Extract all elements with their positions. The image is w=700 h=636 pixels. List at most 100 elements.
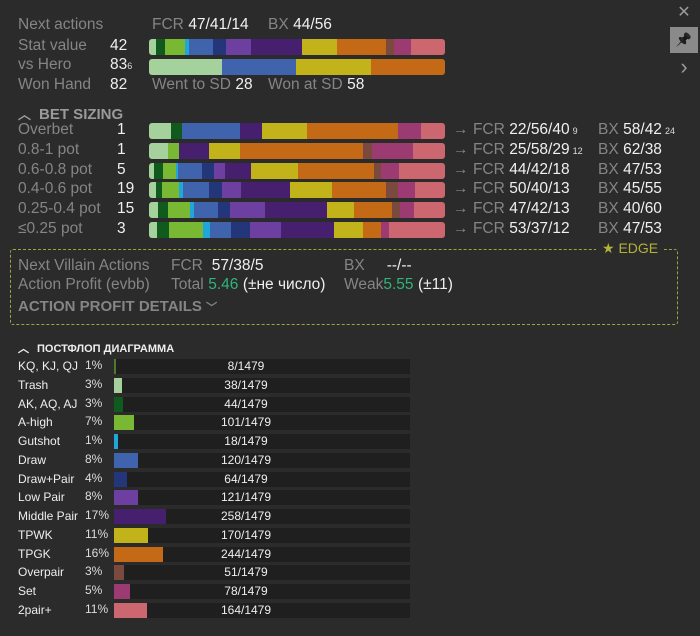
stat-value-bar	[149, 39, 445, 55]
hand-percent: 11%	[85, 526, 109, 541]
bar-segment-lowpair	[230, 202, 265, 219]
bx-sub: 24	[664, 126, 675, 136]
hand-category: Draw+Pair	[18, 471, 75, 486]
bar-segment-lowpair	[225, 39, 251, 55]
bar-segment-overpair	[386, 39, 395, 55]
sizing-count: 19	[117, 180, 135, 198]
bar-segment-twopair	[413, 202, 445, 219]
next-actions-bx: BX 44/56	[268, 16, 332, 34]
pin-icon: 📌	[675, 32, 693, 47]
bar-segment-overpair	[385, 182, 399, 199]
bet-sizing-title: BET SIZING	[39, 106, 124, 123]
bx-value: 44/56	[293, 16, 332, 33]
bar-segment-gutshot	[185, 39, 190, 55]
fcr-sub: 12	[572, 145, 583, 156]
bar-segment-tpwk	[334, 222, 364, 238]
chevron-down-icon: ﹀	[206, 302, 218, 314]
bx-value: 40/60	[623, 200, 662, 218]
went-sd-value: 28	[235, 76, 253, 93]
hand-bar-track: 18/1479	[114, 434, 410, 449]
bet-sizing-header[interactable]: ︿ BET SIZING	[18, 104, 123, 123]
hand-bar-fill	[114, 415, 135, 431]
bx-value: 47/53	[623, 220, 662, 237]
fcr-value: 50/40/13	[509, 180, 570, 198]
fcr-label: FCR	[472, 140, 505, 158]
hand-bar-fill	[114, 434, 118, 449]
fcr-label: FCR	[152, 16, 184, 33]
bar-segment-overpair	[373, 162, 382, 179]
postflop-header[interactable]: ︿ ПОСТФЛОП ДИАГРАММА	[18, 340, 174, 356]
bar-segment-twopair	[411, 39, 445, 55]
action-profit-details-toggle[interactable]: ACTION PROFIT DETAILS ﹀	[18, 298, 217, 315]
postflop-row: KQ, KJ, QJ 1% 8/1479	[0, 358, 420, 376]
fcr-value: 53/37/12	[509, 220, 570, 237]
fcr-sub: 9	[572, 126, 578, 136]
postflop-row: Middle Pair 17% 258/1479	[0, 508, 420, 526]
hand-count: 244/1479	[220, 546, 272, 561]
sizing-bar	[149, 162, 445, 179]
hand-category: Set	[18, 584, 37, 598]
next-button[interactable]: ›	[670, 54, 698, 80]
hand-percent: 11%	[85, 601, 109, 616]
bar-segment-set	[400, 202, 414, 219]
villain-actions-label: Next Villain Actions	[18, 257, 150, 274]
arrow-icon: →	[453, 121, 469, 138]
bar-segment-akq	[157, 202, 169, 219]
villain-bx-label: BX	[344, 257, 365, 274]
bar-segment-midpair	[264, 202, 328, 219]
hand-percent: 16%	[85, 545, 110, 560]
hand-bar-fill	[114, 452, 139, 468]
hand-category: Draw	[18, 452, 47, 467]
bar-segment-draw	[178, 162, 202, 179]
bar-segment-midpair	[179, 142, 209, 159]
bx-label: BX	[598, 180, 619, 198]
bx-label: BX	[598, 160, 619, 178]
close-button[interactable]: ✕	[670, 0, 698, 26]
villain-fcr-value: 57/38/5	[211, 257, 264, 274]
villain-bx-value: --/--	[386, 257, 412, 274]
total-value: 5.46	[208, 276, 239, 293]
bar-segment-set	[398, 123, 421, 139]
sizing-count: 1	[117, 140, 126, 158]
hand-category: Low Pair	[18, 490, 65, 505]
villain-fcr: FCR 57/38/5	[171, 257, 263, 275]
hand-bar-fill	[114, 377, 122, 393]
hand-percent: 1%	[85, 358, 103, 372]
bar-segment-trash	[149, 59, 223, 75]
bx-value: 62/38	[623, 140, 662, 158]
hand-count: 120/1479	[220, 452, 272, 467]
bar-segment-tpwk	[251, 162, 299, 179]
fcr-value: 44/42/18	[509, 160, 570, 178]
postflop-row: Overpair 3% 51/1479	[0, 564, 420, 582]
pin-button[interactable]: 📌	[670, 27, 698, 53]
bar-segment-tpgk	[370, 59, 445, 75]
hand-category: KQ, KJ, QJ	[18, 359, 79, 373]
edge-label[interactable]: ★ EDGE	[596, 240, 665, 257]
bar-segment-draw	[181, 123, 241, 139]
hand-category: 2pair+	[18, 602, 52, 617]
sizing-bar	[149, 142, 445, 159]
weak-value: 5.55	[383, 276, 414, 293]
hand-count: 64/1479	[224, 471, 268, 486]
sizing-count: 3	[117, 220, 126, 237]
fcr-label: FCR	[472, 200, 505, 218]
bar-segment-drawpair	[201, 162, 215, 179]
details-label: ACTION PROFIT DETAILS	[18, 298, 202, 315]
bar-segment-lowpair	[214, 162, 226, 179]
bar-segment-tpgk	[240, 142, 364, 159]
hand-bar-fill	[114, 527, 149, 543]
edge-text: EDGE	[618, 240, 659, 256]
next-actions-label: Next actions	[18, 16, 104, 33]
hand-bar-fill	[114, 584, 130, 599]
bar-segment-ahigh	[168, 142, 180, 159]
total-label: Total	[171, 276, 204, 293]
weak-error: (±11)	[417, 276, 453, 293]
star-icon: ★	[602, 240, 615, 256]
sizing-bx: BX 40/60	[598, 200, 665, 218]
fcr-label: FCR	[472, 220, 505, 237]
bar-segment-drawpair	[231, 222, 250, 238]
sizing-label: 0.25-0.4 pot	[18, 200, 101, 218]
hand-bar-track: 244/1479	[114, 546, 410, 562]
bx-value: 45/55	[623, 180, 662, 198]
hand-category: AK, AQ, AJ	[18, 396, 78, 411]
